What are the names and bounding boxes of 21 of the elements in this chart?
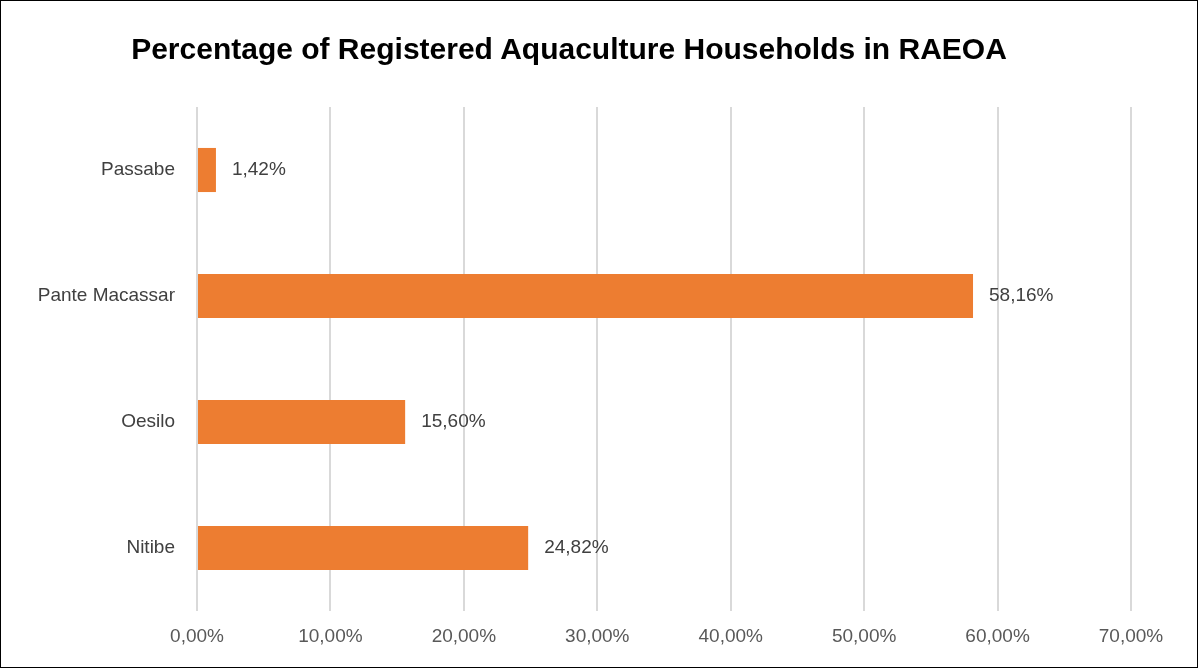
data-label: 58,16%	[989, 284, 1054, 306]
x-tick-label: 20,00%	[431, 624, 497, 646]
y-tick-label: Oesilo	[121, 410, 175, 432]
x-tick-label: 10,00%	[298, 624, 363, 646]
y-tick-label: Nitibe	[126, 536, 175, 558]
bar	[198, 147, 216, 193]
chart-title: Percentage of Registered Aquaculture Households in RAEOA	[131, 32, 1007, 66]
x-tick-label: 50,00%	[831, 624, 897, 646]
data-label: 15,60%	[421, 410, 486, 432]
data-label: 24,82%	[544, 536, 609, 558]
x-tick-label: 0,00%	[170, 624, 225, 646]
y-tick-label: Passabe	[101, 158, 175, 180]
x-tick-label: 60,00%	[965, 624, 1030, 646]
bar	[198, 399, 406, 445]
bar	[198, 273, 974, 319]
bar	[198, 525, 529, 571]
x-tick-label: 40,00%	[698, 624, 764, 646]
data-label: 1,42%	[231, 158, 286, 180]
x-tick-label: 30,00%	[565, 624, 630, 646]
y-tick-label: Pante Macassar	[37, 284, 176, 306]
x-tick-label: 70,00%	[1098, 624, 1164, 646]
